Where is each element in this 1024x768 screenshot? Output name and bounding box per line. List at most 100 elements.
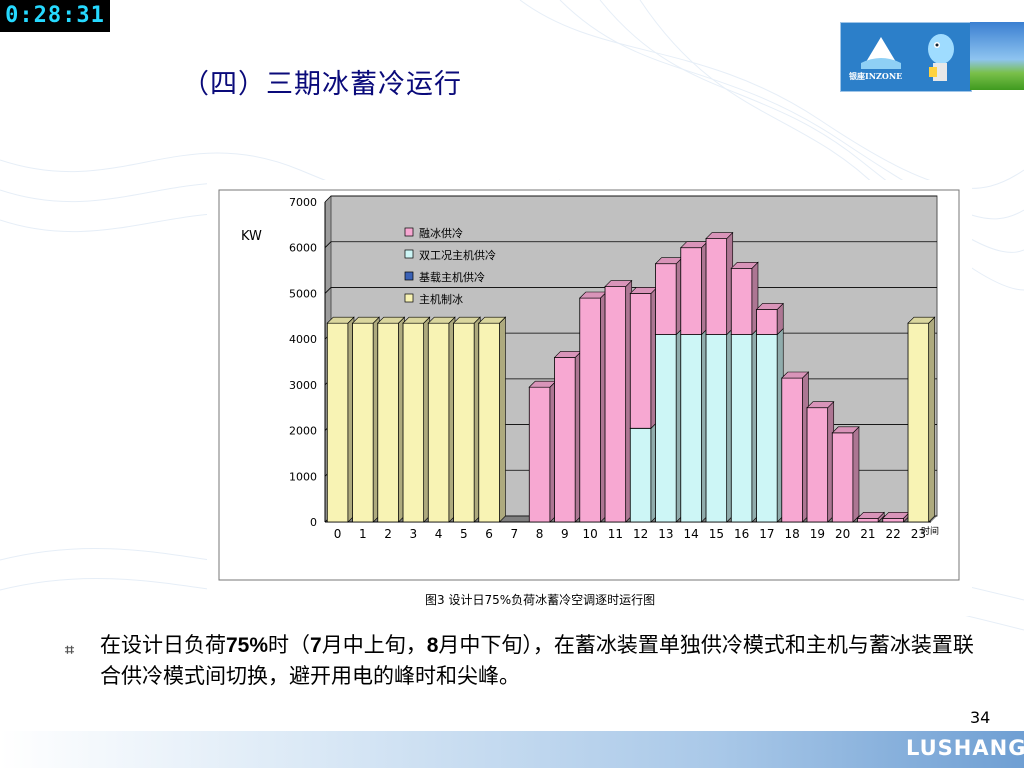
bar-face — [604, 286, 627, 523]
bar-face — [579, 297, 601, 523]
bar-top — [806, 401, 835, 409]
bar-face — [326, 322, 349, 523]
bar-face — [705, 238, 728, 335]
bar-segment — [831, 426, 860, 523]
bar-face — [781, 377, 803, 523]
legend-swatch — [404, 293, 414, 303]
bar-top — [377, 316, 406, 324]
y-tick-label: 7000 — [289, 196, 317, 209]
bar-top — [705, 232, 734, 239]
x-tick-label: 13 — [658, 527, 673, 541]
bar-face — [730, 334, 753, 523]
bar-top — [907, 316, 936, 324]
bar-face — [705, 334, 728, 523]
bar-face — [756, 309, 778, 335]
bar-face — [629, 293, 652, 429]
bar-face — [680, 247, 702, 335]
bar-face — [831, 432, 854, 523]
bar-face — [680, 334, 702, 523]
bar-segment — [553, 350, 582, 523]
bullet-text: 在设计日负荷75%时（7月中上旬，8月中下旬），在蓄冰装置单独供冷模式和主机与蓄… — [100, 630, 980, 692]
bar-segment — [654, 327, 683, 523]
bar-segment — [654, 256, 683, 336]
bar-face — [402, 322, 425, 523]
elapsed-timer: 0:28:31 — [0, 0, 110, 32]
x-tick-label: 22 — [885, 527, 900, 541]
brand-logo: LUSHANG — [906, 736, 1024, 760]
x-tick-label: 16 — [734, 527, 749, 541]
bar-segment — [755, 302, 784, 336]
legend-swatch — [404, 249, 414, 259]
bar-side — [928, 316, 936, 523]
chart-caption: 图3 设计日75%负荷冰蓄冷空调逐时运行图 — [425, 593, 655, 607]
x-tick-label: 3 — [410, 527, 418, 541]
legend-swatch — [404, 271, 414, 281]
bar-top — [856, 512, 885, 519]
bullet-text-part: 时（ — [268, 633, 311, 657]
bar-top — [604, 280, 633, 287]
bar-segment — [579, 291, 608, 523]
bullet-text-part: 月中上旬， — [321, 633, 427, 657]
bar-top — [452, 316, 481, 324]
bar-face — [352, 322, 374, 523]
y-tick-label: 3000 — [289, 379, 317, 392]
bar-top — [831, 426, 860, 434]
bar-top — [755, 303, 784, 310]
x-tick-label: 11 — [608, 527, 623, 541]
bar-face — [857, 517, 879, 523]
legend-label: 基载主机供冷 — [419, 270, 485, 284]
bar-face — [427, 322, 450, 523]
bullet-text-part: 7 — [310, 634, 322, 657]
x-tick-label: 0 — [334, 527, 342, 541]
x-tick-label: 8 — [536, 527, 544, 541]
bar-segment — [781, 371, 810, 523]
bar-segment — [604, 279, 633, 523]
bullet-text-part: 在设计日负荷 — [100, 633, 226, 657]
bar-face — [882, 517, 904, 523]
bar-face — [528, 386, 551, 523]
bullet-text-part: 8 — [426, 634, 439, 657]
bar-segment — [629, 286, 658, 430]
y-tick-label: 1000 — [289, 470, 317, 483]
bar-segment — [705, 231, 734, 336]
legend-label: 融冰供冷 — [419, 226, 463, 240]
y-tick-label: 2000 — [289, 425, 317, 438]
bar-segment — [856, 511, 885, 523]
x-tick-label: 17 — [759, 527, 774, 541]
bar-face — [377, 322, 399, 523]
bar-top — [427, 316, 456, 324]
bar-segment — [478, 316, 507, 523]
bar-segment — [326, 316, 355, 523]
bar-segment — [680, 327, 709, 523]
x-tick-label: 2 — [384, 527, 392, 541]
slide-title: （四）三期冰蓄冷运行 — [182, 69, 462, 100]
x-tick-label: 14 — [683, 527, 698, 541]
bar-face — [629, 427, 652, 523]
x-tick-label: 10 — [582, 527, 597, 541]
bullet-text-part: 月中下旬），在蓄冰装置单独供冷模式和主机与蓄冰装置联合供冷模式间切换，避开用电的… — [100, 633, 974, 688]
bar-face — [655, 334, 677, 523]
bullet-icon: ⌗ — [65, 640, 75, 659]
x-axis-label: 时间 — [921, 525, 939, 537]
bar-segment — [730, 327, 759, 523]
bar-segment — [680, 240, 709, 336]
bar-top — [326, 316, 355, 324]
bar-face — [453, 322, 475, 523]
x-tick-label: 4 — [435, 527, 443, 541]
y-tick-label: 0 — [310, 516, 317, 529]
bar-face — [478, 322, 500, 523]
bar-face — [554, 357, 576, 523]
y-tick-label: 5000 — [289, 287, 317, 300]
y-tick-label: 6000 — [289, 242, 317, 255]
gridline-side — [324, 287, 332, 294]
legend-label: 主机制冰 — [419, 292, 463, 306]
gridline-side — [324, 195, 332, 203]
gridline-side — [324, 241, 332, 248]
bar-top — [730, 261, 759, 269]
logo-text: 银座INZONE — [849, 71, 903, 81]
x-tick-label: 18 — [784, 527, 799, 541]
x-tick-label: 1 — [359, 527, 367, 541]
bar-segment — [402, 316, 431, 523]
bar-side — [499, 316, 506, 523]
